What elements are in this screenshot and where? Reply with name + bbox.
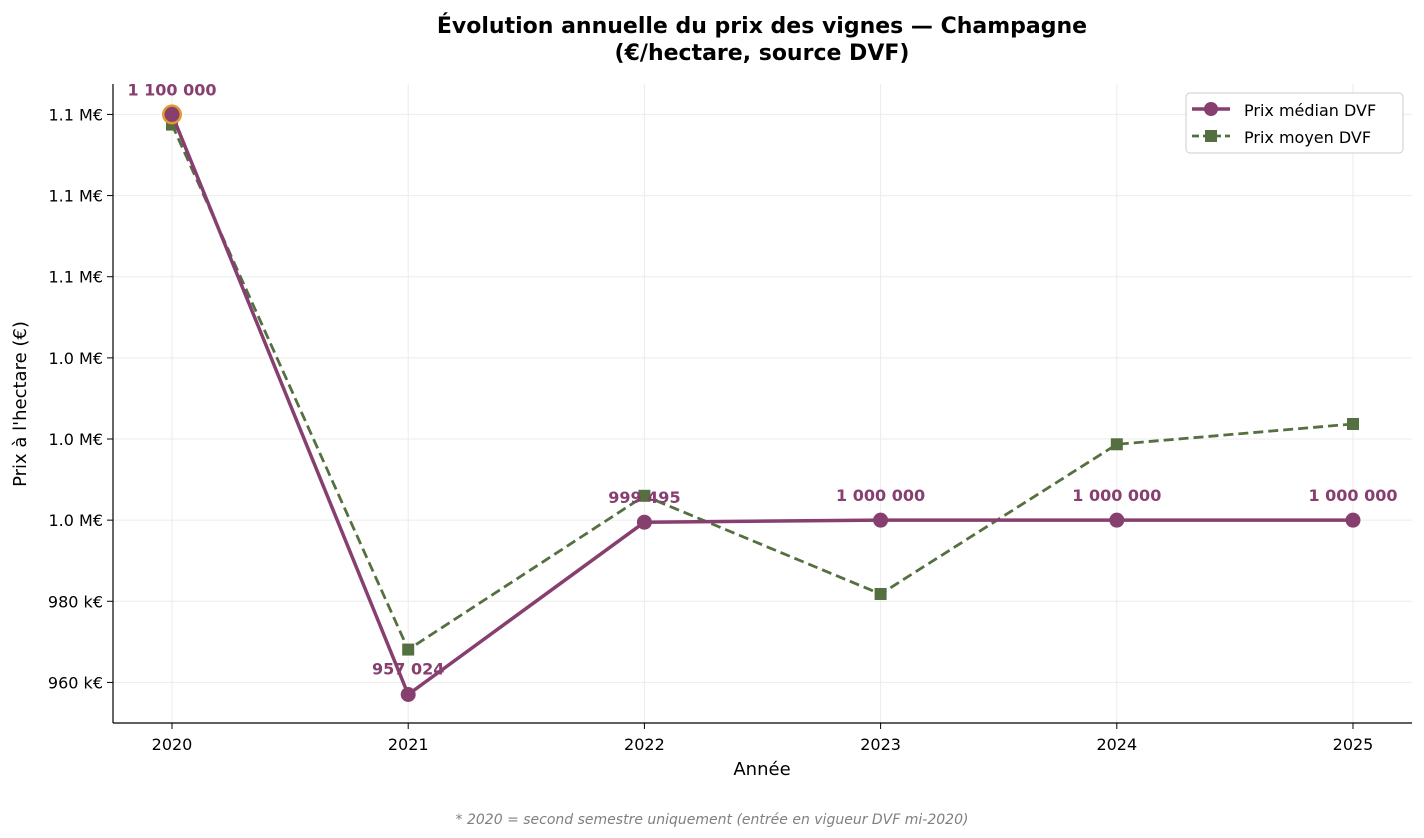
y-tick-label: 960 k€	[48, 673, 103, 692]
mean-point	[1347, 417, 1359, 430]
y-tick-label: 980 k€	[48, 592, 103, 611]
median-series-line	[170, 113, 1353, 697]
mean-series-line	[170, 124, 1354, 651]
x-tick-label: 2025	[1333, 735, 1374, 754]
data-label: 999 495	[608, 488, 680, 507]
y-tick-label: 1.0 M€	[48, 349, 103, 368]
y-axis-label: Prix à l'hectare (€)	[10, 321, 31, 487]
x-tick-label: 2021	[388, 735, 429, 754]
legend-marker-median	[1204, 102, 1218, 116]
x-tick-label: 2020	[152, 735, 193, 754]
mean-point	[638, 489, 651, 502]
x-tick-label: 2024	[1096, 735, 1137, 754]
legend-entries	[1192, 102, 1230, 142]
data-label: 1 000 000	[1072, 486, 1161, 505]
mean-point	[874, 587, 887, 600]
data-label: 1 100 000	[127, 80, 216, 99]
data-labels: 1 100 000 957 024 999 495 1 000 000 1 000 00…	[127, 80, 1397, 678]
median-point	[1345, 512, 1361, 528]
median-point	[164, 106, 180, 122]
series-layer	[162, 104, 1361, 703]
y-tick-label: 1.0 M€	[48, 430, 103, 449]
median-point	[636, 514, 652, 530]
legend: Prix médian DVF Prix moyen DVF	[1185, 92, 1404, 154]
x-axis-label: Année	[733, 759, 790, 780]
chart-title-line2: (€/hectare, source DVF)	[615, 41, 910, 66]
legend-marker-mean	[1205, 130, 1217, 142]
y-tick-label: 1.1 M€	[48, 268, 103, 287]
mean-point	[1110, 438, 1123, 451]
y-axis-ticks: 960 k€ 980 k€ 1.0 M€ 1.0 M€ 1.0 M€ 1.1 M€ 1.1 …	[48, 105, 113, 692]
axes	[112, 84, 1412, 724]
grid-lines	[113, 84, 1412, 723]
y-tick-label: 1.1 M€	[48, 105, 103, 124]
data-label: 957 024	[372, 660, 444, 679]
x-tick-label: 2022	[624, 735, 665, 754]
x-axis-ticks: 2020 2021 2022 2023 2024 2025	[152, 723, 1374, 754]
data-label: 1 000 000	[836, 486, 925, 505]
mean-point	[402, 643, 415, 656]
median-point	[873, 512, 889, 528]
data-label: 1 000 000	[1308, 486, 1397, 505]
legend-label-mean: Prix moyen DVF	[1244, 128, 1371, 147]
legend-box	[1185, 92, 1404, 154]
median-point	[400, 687, 416, 703]
footnote: * 2020 = second semestre uniquement (ent…	[456, 812, 969, 828]
y-tick-label: 1.1 M€	[48, 187, 103, 206]
chart-title-line1: Évolution annuelle du prix des vignes — …	[437, 13, 1087, 39]
legend-label-median: Prix médian DVF	[1244, 101, 1376, 120]
y-tick-label: 1.0 M€	[48, 511, 103, 530]
median-point	[1109, 512, 1125, 528]
x-tick-label: 2023	[860, 735, 901, 754]
